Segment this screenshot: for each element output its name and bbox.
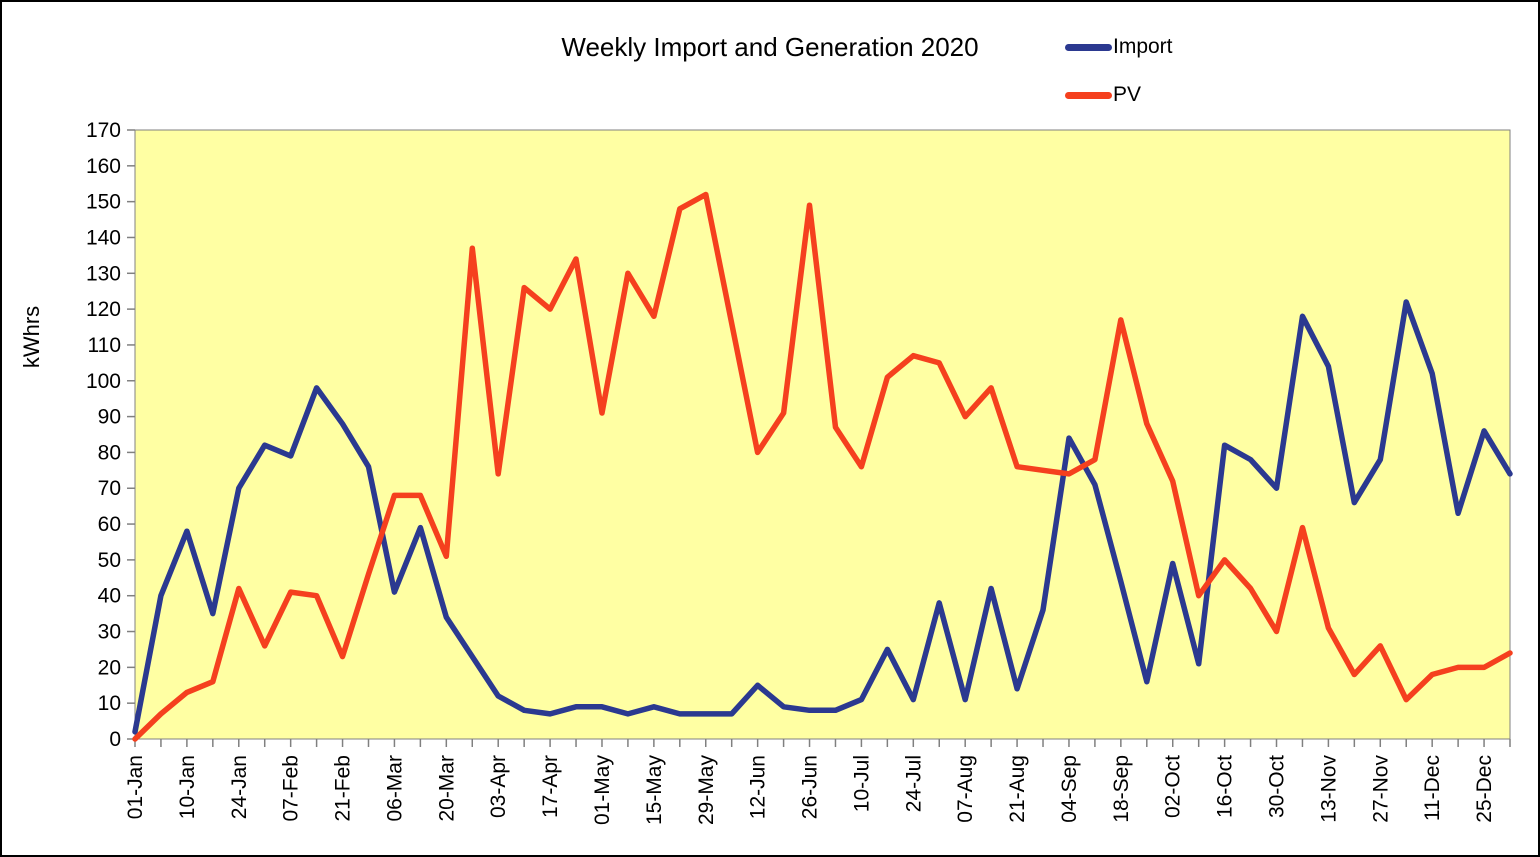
x-tick-label: 30-Oct (1266, 755, 1289, 818)
y-tick-label: 40 (98, 585, 121, 608)
y-tick-label: 170 (86, 119, 121, 142)
x-tick-label: 27-Nov (1369, 755, 1392, 823)
y-tick-label: 20 (98, 656, 121, 679)
x-tick-label: 15-May (643, 755, 666, 826)
legend-label-pv: PV (1113, 83, 1142, 106)
legend-item-pv: PV (1065, 83, 1173, 107)
x-tick-label: 10-Jul (850, 755, 873, 812)
y-tick-label: 0 (109, 728, 121, 751)
x-tick-label: 01-May (591, 755, 614, 826)
legend-item-import: Import (1065, 35, 1173, 59)
pv-line-swatch (1065, 91, 1112, 99)
plot-area (134, 129, 1511, 740)
x-tick-label: 20-Mar (435, 755, 458, 822)
y-tick-label: 30 (98, 621, 121, 644)
x-tick-label: 11-Dec (1421, 755, 1444, 821)
y-tick-label: 130 (86, 262, 121, 285)
x-tick-label: 29-May (695, 755, 718, 826)
x-tick-label: 02-Oct (1162, 755, 1185, 818)
chart-title: Weekly Import and Generation 2020 (561, 32, 979, 62)
series-line-import (132, 299, 1513, 735)
x-tick-label: 21-Aug (1006, 755, 1029, 823)
y-tick-label: 140 (86, 226, 121, 249)
y-tick-label: 150 (86, 191, 121, 214)
x-tick-label: 25-Dec (1473, 755, 1496, 823)
y-tick-label: 100 (86, 370, 121, 393)
x-tick-label: 18-Sep (1110, 755, 1133, 823)
x-tick-label: 07-Aug (954, 755, 977, 823)
x-tick-label: 16-Oct (1214, 755, 1237, 818)
y-tick-label: 120 (86, 298, 121, 321)
x-tick-label: 17-Apr (539, 755, 562, 818)
x-tick-label: 01-Jan (124, 755, 147, 819)
y-tick-label: 90 (98, 406, 121, 429)
x-tick-label: 24-Jul (902, 755, 925, 812)
y-tick-label: 70 (98, 477, 121, 500)
x-tick-label: 13-Nov (1317, 755, 1340, 823)
y-tick-label: 10 (98, 692, 121, 715)
legend-label-import: Import (1113, 35, 1173, 58)
x-tick-label: 10-Jan (176, 755, 199, 819)
x-tick-label: 03-Apr (487, 755, 510, 818)
x-tick-label: 07-Feb (280, 755, 303, 822)
x-tick-label: 21-Feb (332, 755, 355, 822)
y-tick-label: 50 (98, 549, 121, 572)
y-tick-label: 160 (86, 155, 121, 178)
x-tick-label: 04-Sep (1058, 755, 1081, 823)
y-tick-label: 60 (98, 513, 121, 536)
x-tick-label: 26-Jun (799, 755, 822, 819)
legend: Import PV (1065, 35, 1173, 107)
series-line-pv (132, 191, 1513, 742)
x-tick-label: 24-Jan (228, 755, 251, 819)
y-tick-label: 110 (88, 334, 121, 357)
y-tick-label: 80 (98, 441, 121, 464)
import-line-swatch (1065, 43, 1112, 51)
x-tick-label: 06-Mar (383, 755, 406, 822)
x-tick-label: 12-Jun (747, 755, 770, 819)
